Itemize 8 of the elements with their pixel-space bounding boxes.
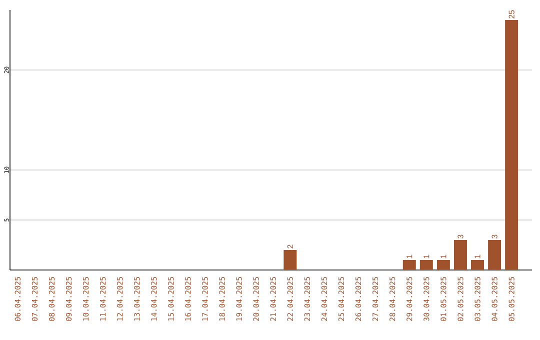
bar — [488, 240, 502, 270]
bar — [505, 20, 518, 270]
bar — [420, 260, 433, 270]
bar — [454, 240, 467, 270]
bar — [471, 260, 484, 270]
bar — [436, 260, 450, 270]
bar — [402, 260, 416, 270]
bar — [284, 250, 297, 270]
